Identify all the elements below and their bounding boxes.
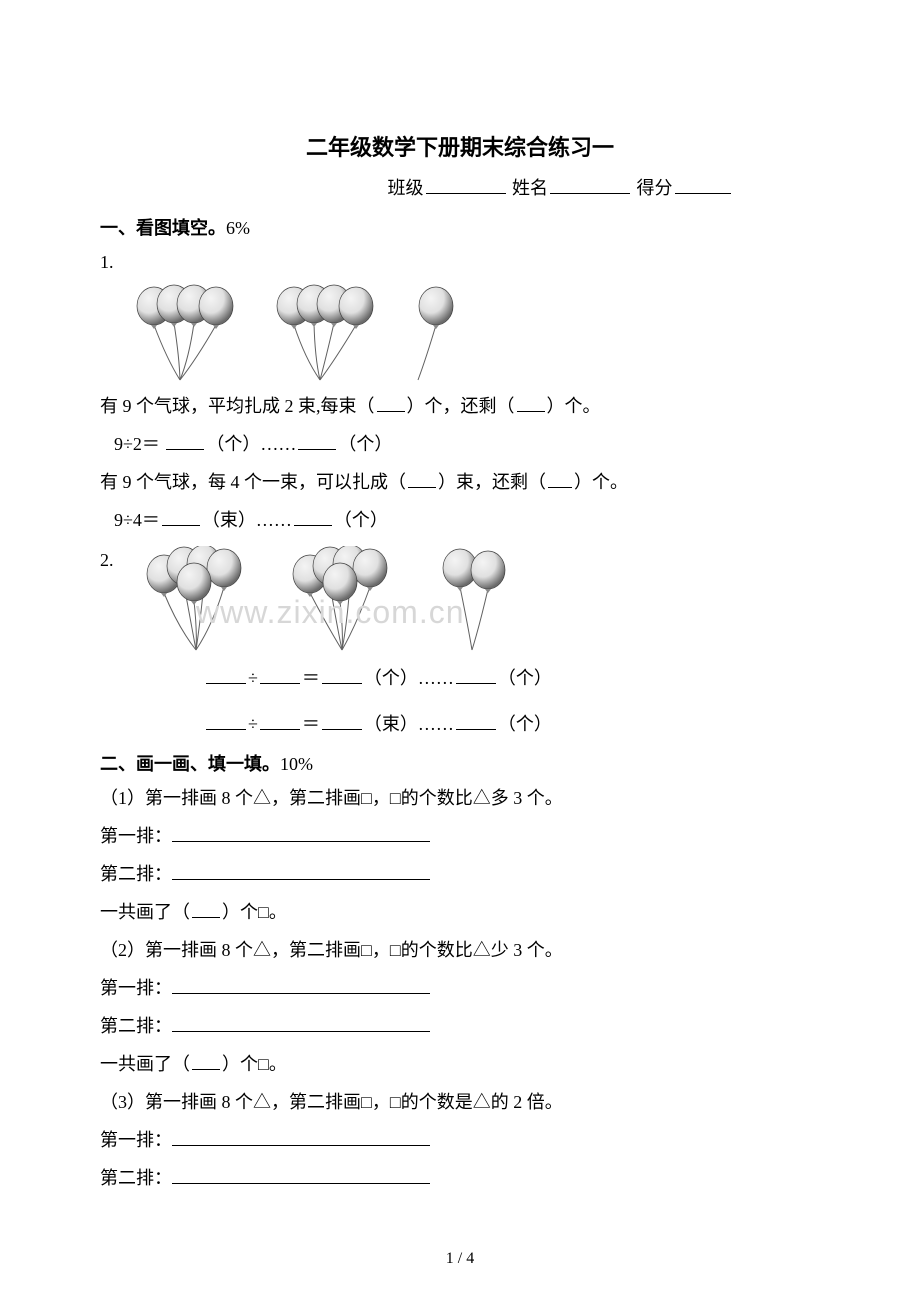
- q2l1-eq: ＝: [302, 668, 320, 688]
- s2s2r1l: 第一排：: [100, 978, 172, 998]
- section1-suffix: 6%: [226, 218, 250, 238]
- s2s1tg: [192, 917, 220, 918]
- q2l2-u1: （束）……: [364, 714, 454, 734]
- s2-sub2-q: （2）第一排画 8 个△，第二排画□，□的个数比△少 3 个。: [100, 932, 820, 968]
- q1-l2b: （个）……: [206, 434, 296, 454]
- s2s2tg: [192, 1069, 220, 1070]
- s2s2r2l: 第二排：: [100, 1016, 172, 1036]
- s2-sub1-r1: 第一排：: [100, 818, 820, 854]
- q1-l1-gap1: [377, 411, 405, 412]
- section2-suffix: 10%: [280, 754, 313, 774]
- section1-prefix: 一、: [100, 218, 136, 238]
- s2-sub3-r1: 第一排：: [100, 1122, 820, 1158]
- s2s3r2l: 第二排：: [100, 1168, 172, 1188]
- s2-sub3-r2: 第二排：: [100, 1160, 820, 1196]
- s2s2tb: ）个□。: [222, 1054, 287, 1074]
- score-label: 得分: [637, 178, 673, 198]
- q2l2-b2: [260, 729, 300, 730]
- q1-l3a: 有 9 个气球，每 4 个一束，可以扎成（: [100, 472, 406, 492]
- s2s1tb: ）个□。: [222, 902, 287, 922]
- page-number: 1 / 4: [0, 1250, 920, 1268]
- q1-line4: 9÷4＝ （束）…… （个）: [100, 502, 820, 538]
- q1-l1a: 有 9 个气球，平均扎成 2 束,每束（: [100, 396, 375, 416]
- s2-sub2-total: 一共画了（ ）个□。: [100, 1046, 820, 1082]
- header-fields: 班级 姓名 得分: [100, 174, 820, 200]
- q2l2-u2: （个）: [498, 714, 552, 734]
- balloon-bunch-5a: [140, 546, 260, 656]
- s2-sub1-q: （1）第一排画 8 个△，第二排画□，□的个数比△多 3 个。: [100, 780, 820, 816]
- q1-line3: 有 9 个气球，每 4 个一束，可以扎成（ ）束，还剩（ ）个。: [100, 464, 820, 500]
- q1-balloon-row: [130, 284, 820, 384]
- q2l1-b3: [322, 683, 362, 684]
- section2-heading: 二、画一画、填一填。10%: [100, 750, 820, 776]
- q2l1-b2: [260, 683, 300, 684]
- doc-title: 二年级数学下册期末综合练习一: [100, 130, 820, 162]
- balloon-single: [410, 284, 470, 384]
- section1-heading: 一、看图填空。6%: [100, 214, 820, 240]
- q1-num: 1.: [100, 244, 820, 280]
- section2-bold: 画一画、填一填。: [136, 754, 280, 774]
- s2s3r1u: [172, 1128, 430, 1146]
- q2l2-div: ÷: [248, 714, 258, 734]
- q1-l2-blank1: [166, 449, 204, 450]
- q1-l4c: （个）: [334, 510, 388, 530]
- q1-l4-blank2: [294, 525, 332, 526]
- score-blank: [675, 193, 731, 194]
- q2-num: 2.: [100, 546, 114, 571]
- q2l1-u2: （个）: [498, 668, 552, 688]
- s2s3r1l: 第一排：: [100, 1130, 172, 1150]
- balloon-bunch-4a: [130, 284, 240, 384]
- s2-sub2-r1: 第一排：: [100, 970, 820, 1006]
- q2-row: 2.: [100, 546, 820, 656]
- s2s2ta: 一共画了（: [100, 1054, 190, 1074]
- q1-line2: 9÷2＝ （个）…… （个）: [100, 426, 820, 462]
- class-label: 班级: [388, 178, 424, 198]
- balloon-bunch-5b: [286, 546, 406, 656]
- section2-prefix: 二、: [100, 754, 136, 774]
- q1-l2-blank2: [298, 449, 336, 450]
- q2l1-b4: [456, 683, 496, 684]
- q1-l4b: （束）……: [202, 510, 292, 530]
- balloon-bunch-2: [432, 546, 522, 656]
- q1-line1: 有 9 个气球，平均扎成 2 束,每束（ ）个，还剩（ ）个。: [100, 388, 820, 424]
- s2-sub2-r2: 第二排：: [100, 1008, 820, 1044]
- q1-l2a: 9÷2＝: [114, 434, 160, 454]
- class-blank: [426, 193, 506, 194]
- name-blank: [550, 193, 630, 194]
- q1-l2c: （个）: [338, 434, 392, 454]
- s2s1ta: 一共画了（: [100, 902, 190, 922]
- s2-sub3-q: （3）第一排画 8 个△，第二排画□，□的个数是△的 2 倍。: [100, 1084, 820, 1120]
- q2-line2: ÷ ＝ （束）…… （个）: [100, 706, 820, 742]
- q2l2-eq: ＝: [302, 714, 320, 734]
- q1-l3-gap2: [548, 487, 572, 488]
- s2s2r1u: [172, 976, 430, 994]
- q2-line1: ÷ ＝ （个）…… （个）: [100, 660, 820, 696]
- q2l2-b3: [322, 729, 362, 730]
- q2l1-div: ÷: [248, 668, 258, 688]
- q1-l3-gap1: [408, 487, 436, 488]
- q1-l1-gap2: [517, 411, 545, 412]
- q2l1-b1: [206, 683, 246, 684]
- s2s1r2l: 第二排：: [100, 864, 172, 884]
- name-label: 姓名: [512, 178, 548, 198]
- s2s2r2u: [172, 1014, 430, 1032]
- q1-l4-blank1: [162, 525, 200, 526]
- s2s1r2u: [172, 862, 430, 880]
- s2-sub1-r2: 第二排：: [100, 856, 820, 892]
- q1-l1b: ）个，还剩（: [407, 396, 515, 416]
- s2s1r1u: [172, 824, 430, 842]
- s2s3r2u: [172, 1166, 430, 1184]
- section1-bold: 看图填空。: [136, 218, 226, 238]
- q2l2-b1: [206, 729, 246, 730]
- q1-l4a: 9÷4＝: [114, 510, 160, 530]
- q2l1-u1: （个）……: [364, 668, 454, 688]
- q1-l3c: ）个。: [574, 472, 628, 492]
- q1-l1c: ）个。: [547, 396, 601, 416]
- page-content: 二年级数学下册期末综合练习一 班级 姓名 得分 一、看图填空。6% 1. 有 9…: [0, 0, 920, 1238]
- balloon-bunch-4b: [270, 284, 380, 384]
- s2s1r1l: 第一排：: [100, 826, 172, 846]
- s2-sub1-total: 一共画了（ ）个□。: [100, 894, 820, 930]
- q2l2-b4: [456, 729, 496, 730]
- q1-l3b: ）束，还剩（: [438, 472, 546, 492]
